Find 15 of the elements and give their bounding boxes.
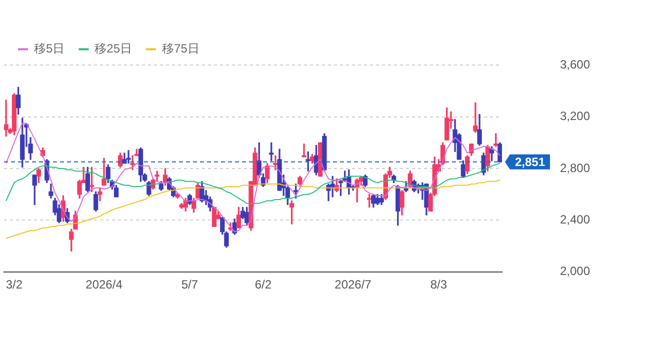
y-tick-label: 2,400	[560, 212, 590, 226]
x-tick-label: 2026/4	[86, 277, 123, 292]
y-tick-label: 3,200	[560, 109, 590, 124]
x-tick-label: 8/3	[430, 277, 448, 292]
x-tick-label: 5/7	[181, 277, 198, 292]
legend-label: 移75日	[162, 42, 200, 56]
x-tick-label: 3/2	[6, 277, 23, 292]
x-tick-label: 2026/7	[334, 277, 372, 292]
x-tick-label: 6/2	[254, 277, 272, 292]
ref-line-label: 2,851	[514, 155, 546, 170]
y-tick-label: 2,800	[560, 160, 590, 175]
y-tick-label: 2,000	[560, 264, 590, 278]
legend-label: 移25日	[94, 42, 132, 56]
legend-label: 移5日	[34, 42, 65, 56]
y-tick-label: 3,600	[560, 58, 590, 72]
